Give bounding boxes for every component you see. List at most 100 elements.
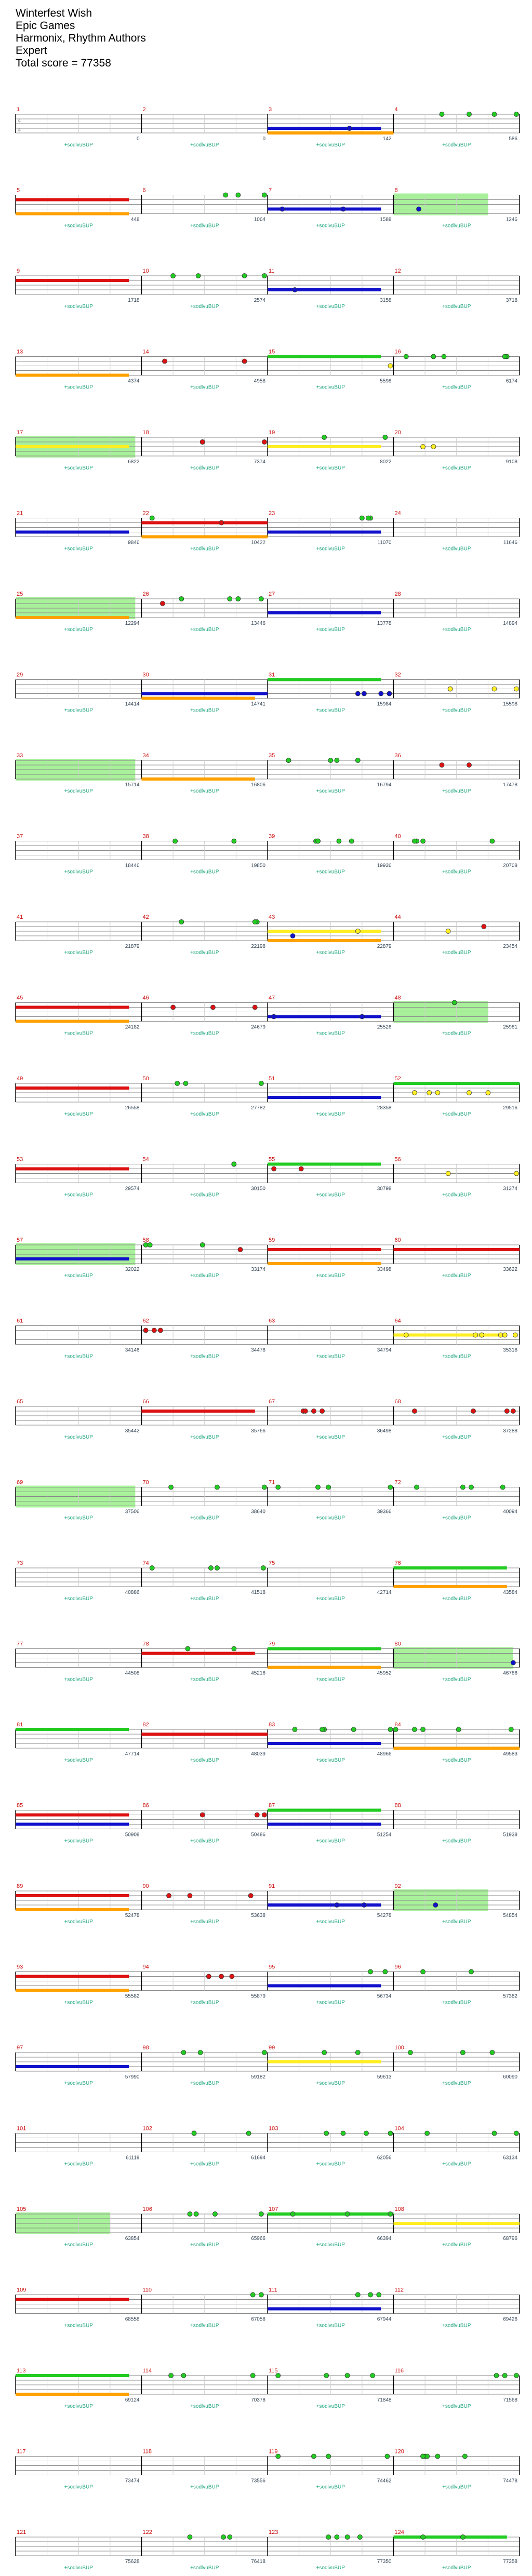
note-gem (250, 2292, 256, 2298)
sustain-bar (141, 696, 255, 700)
overdrive-label: +sodlvuBUP (64, 465, 94, 471)
measure-score: 2574 (254, 298, 266, 303)
measure-number: 8 (395, 187, 398, 194)
measure-score: 38640 (251, 1509, 265, 1515)
measure-score: 1246 (506, 217, 518, 223)
note-gem (231, 1161, 237, 1167)
measure-score: 60090 (503, 2074, 517, 2080)
note-gem (200, 439, 205, 445)
measure-score: 73474 (125, 2478, 140, 2484)
measure-number: 13 (17, 349, 23, 355)
note-gem (302, 1408, 308, 1414)
measure-number: 89 (17, 1883, 23, 1889)
note-gem (424, 2130, 430, 2136)
note-gem (435, 1090, 441, 1095)
note-gem (384, 2453, 390, 2459)
measure-number: 98 (143, 2045, 149, 2051)
measure-number: 85 (17, 1803, 23, 1809)
measure-number: 103 (269, 2126, 278, 2132)
sustain-bar (268, 1742, 381, 1745)
measure-number: 77 (17, 1641, 23, 1647)
measure-score: 35442 (125, 1428, 140, 1434)
overdrive-label: +sodlvuBUP (316, 2242, 345, 2248)
overdrive-label: +sodlvuBUP (190, 869, 219, 875)
measure-number: 121 (17, 2529, 26, 2535)
measure-number: 46 (143, 995, 149, 1001)
measure-score: 74478 (503, 2478, 517, 2484)
measure-number: 96 (395, 1964, 401, 1970)
sustain-bar (141, 535, 268, 539)
measure-number: 21 (17, 511, 23, 517)
note-gem (424, 2453, 430, 2459)
note-gem (237, 1247, 243, 1252)
sustain-bar (16, 1822, 129, 1826)
note-gem (235, 596, 241, 601)
sustain-bar (141, 1410, 255, 1413)
measure-number: 64 (395, 1318, 401, 1324)
measure-score: 45952 (377, 1671, 392, 1676)
overdrive-label: +sodlvuBUP (316, 1515, 345, 1521)
measure-score: 142 (383, 136, 392, 142)
measure-number: 123 (269, 2529, 278, 2535)
note-gem (460, 2534, 466, 2540)
time-signature-bottom: 4 (18, 127, 21, 133)
note-gem (355, 929, 361, 934)
sustain-bar (393, 1082, 520, 1085)
overdrive-label: +sodlvuBUP (316, 2081, 345, 2086)
note-gem (258, 2292, 264, 2298)
note-gem (191, 2130, 197, 2136)
measure-number: 52 (395, 1076, 401, 1082)
note-gem (147, 1242, 153, 1247)
overdrive-label: +sodlvuBUP (316, 1031, 345, 1037)
note-gem (494, 2373, 499, 2378)
measure-number: 63 (269, 1318, 275, 1324)
measure-score: 15984 (377, 702, 392, 707)
measure-number: 25 (17, 591, 23, 597)
note-gem (489, 2050, 495, 2055)
note-gem (200, 1242, 205, 1247)
note-gem (258, 596, 264, 601)
measure-score: 16806 (251, 782, 265, 788)
sustain-bar (268, 939, 381, 942)
measure-number: 58 (143, 1237, 149, 1243)
sustain-bar (16, 1728, 129, 1731)
measure-number: 93 (17, 1964, 23, 1970)
overdrive-label: +sodlvuBUP (316, 2485, 345, 2490)
note-gem (513, 1332, 518, 1338)
measure-number: 7 (269, 187, 272, 194)
time-signature-top: 4 (18, 118, 21, 124)
note-gem (149, 515, 155, 521)
note-gem (315, 1484, 321, 1490)
measure-number: 83 (269, 1722, 275, 1728)
note-gem (162, 358, 167, 364)
measure-score: 22198 (251, 944, 265, 949)
note-gem (340, 206, 346, 212)
measure-number: 33 (17, 753, 23, 759)
overdrive-label: +sodlvuBUP (442, 869, 471, 875)
measure-score: 7374 (254, 459, 266, 465)
overdrive-label: +sodlvuBUP (190, 1111, 219, 1117)
overdrive-label: +sodlvuBUP (316, 1596, 345, 1602)
measure-number: 69 (17, 1480, 23, 1486)
overdrive-label: +sodlvuBUP (64, 2081, 94, 2086)
note-gem (420, 1727, 425, 1732)
note-gem (514, 2373, 519, 2378)
note-gem (351, 1727, 356, 1732)
measure-score: 586 (509, 136, 517, 142)
overdrive-label: +sodlvuBUP (316, 627, 345, 633)
note-gem (242, 358, 247, 364)
sustain-bar (268, 1647, 381, 1651)
note-gem (252, 919, 258, 924)
measure-number: 91 (269, 1883, 275, 1889)
overdrive-label: +sodlvuBUP (64, 385, 94, 391)
overdrive-label: +sodlvuBUP (442, 950, 471, 956)
note-gem (344, 2211, 350, 2217)
measure-score: 23454 (503, 944, 517, 949)
measure-number: 117 (17, 2449, 26, 2455)
note-gem (433, 1902, 438, 1908)
measure-score: 1064 (254, 217, 266, 223)
measure-score: 1588 (380, 217, 392, 223)
measure-score: 33622 (503, 1267, 517, 1272)
measure-number: 42 (143, 914, 149, 920)
overdrive-label: +sodlvuBUP (316, 546, 345, 552)
